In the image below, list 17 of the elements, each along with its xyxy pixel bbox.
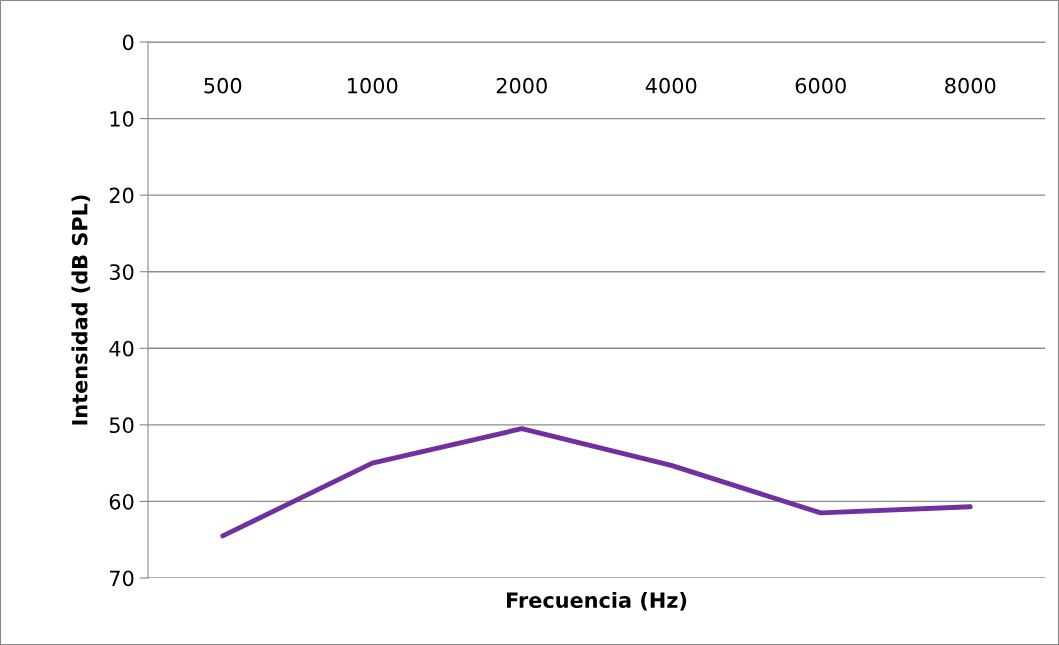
x-tick-label: 2000 [496, 77, 547, 94]
y-tick-label: 0 [122, 34, 134, 51]
y-tick-label: 50 [109, 417, 134, 434]
x-tick-label: 4000 [645, 77, 697, 94]
y-tick-label: 40 [109, 340, 134, 357]
x-axis-title: Frecuencia (Hz) [506, 591, 687, 611]
y-tick-label: 30 [109, 264, 134, 280]
y-tick-label: 60 [109, 493, 134, 510]
y-axis-title: Intensidad (dB SPL) [71, 195, 91, 425]
x-tick-label: 500 [204, 77, 242, 94]
x-tick-label: 1000 [348, 77, 398, 94]
y-tick-label: 20 [109, 187, 134, 204]
y-tick-label: 70 [110, 570, 134, 587]
y-tick-label: 10 [110, 111, 134, 127]
line-series [220, 426, 973, 539]
x-tick-label: 6000 [795, 77, 846, 94]
x-tick-label: 8000 [945, 77, 996, 94]
